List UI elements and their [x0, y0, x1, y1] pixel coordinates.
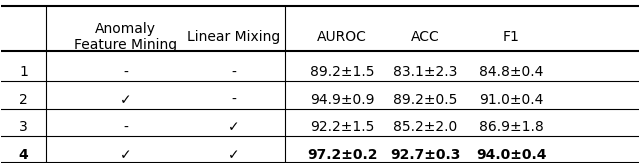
Text: Anomaly
Feature Mining: Anomaly Feature Mining — [74, 22, 177, 52]
Text: ✓: ✓ — [120, 93, 131, 107]
Text: -: - — [232, 66, 236, 80]
Text: 85.2±2.0: 85.2±2.0 — [393, 120, 457, 134]
Text: 86.9±1.8: 86.9±1.8 — [479, 120, 543, 134]
Text: 97.2±0.2: 97.2±0.2 — [307, 148, 378, 162]
Text: 1: 1 — [19, 66, 28, 80]
Text: 4: 4 — [19, 148, 29, 162]
Text: 89.2±0.5: 89.2±0.5 — [393, 93, 458, 107]
Text: 83.1±2.3: 83.1±2.3 — [393, 66, 458, 80]
Text: ACC: ACC — [411, 30, 440, 44]
Text: ✓: ✓ — [120, 148, 131, 162]
Text: ✓: ✓ — [228, 120, 240, 134]
Text: -: - — [232, 93, 236, 107]
Text: AUROC: AUROC — [317, 30, 367, 44]
Text: Linear Mixing: Linear Mixing — [188, 30, 280, 44]
Text: 84.8±0.4: 84.8±0.4 — [479, 66, 543, 80]
Text: 92.7±0.3: 92.7±0.3 — [390, 148, 460, 162]
Text: 3: 3 — [19, 120, 28, 134]
Text: -: - — [124, 120, 128, 134]
Text: 92.2±1.5: 92.2±1.5 — [310, 120, 374, 134]
Text: 94.0±0.4: 94.0±0.4 — [476, 148, 547, 162]
Text: 2: 2 — [19, 93, 28, 107]
Text: 89.2±1.5: 89.2±1.5 — [310, 66, 374, 80]
Text: F1: F1 — [503, 30, 520, 44]
Text: -: - — [124, 66, 128, 80]
Text: ✓: ✓ — [228, 148, 240, 162]
Text: 91.0±0.4: 91.0±0.4 — [479, 93, 543, 107]
Text: 94.9±0.9: 94.9±0.9 — [310, 93, 374, 107]
